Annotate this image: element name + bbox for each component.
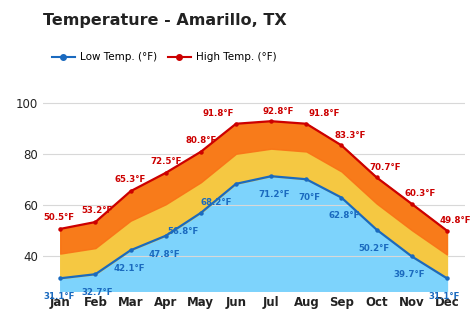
Text: 65.3°F: 65.3°F [115,175,146,184]
Text: 31.1°F: 31.1°F [43,292,74,301]
Text: 91.8°F: 91.8°F [309,109,340,118]
Text: 70°F: 70°F [298,193,320,202]
Text: 72.5°F: 72.5°F [150,157,182,166]
Text: 71.2°F: 71.2°F [258,190,290,199]
Text: 47.8°F: 47.8°F [148,250,180,259]
Text: 50.2°F: 50.2°F [358,244,390,253]
Text: 80.8°F: 80.8°F [185,136,217,145]
Text: 56.8°F: 56.8°F [167,227,199,236]
Text: Temperature - Amarillo, TX: Temperature - Amarillo, TX [43,13,286,28]
Text: 50.5°F: 50.5°F [43,213,74,222]
Text: 42.1°F: 42.1°F [113,264,145,273]
Text: 70.7°F: 70.7°F [369,163,401,172]
Legend: Low Temp. (°F), High Temp. (°F): Low Temp. (°F), High Temp. (°F) [48,48,281,67]
Text: 62.8°F: 62.8°F [328,212,360,220]
Text: 83.3°F: 83.3°F [334,131,365,140]
Text: 32.7°F: 32.7°F [81,288,112,297]
Text: 49.8°F: 49.8°F [439,216,471,225]
Text: 92.8°F: 92.8°F [263,107,294,116]
Text: 39.7°F: 39.7°F [393,270,425,279]
Text: 31.1°F: 31.1°F [428,292,460,301]
Text: 53.2°F: 53.2°F [81,206,112,215]
Text: 91.8°F: 91.8°F [202,109,234,118]
Text: 60.3°F: 60.3°F [404,189,436,198]
Text: 68.2°F: 68.2°F [201,198,232,207]
